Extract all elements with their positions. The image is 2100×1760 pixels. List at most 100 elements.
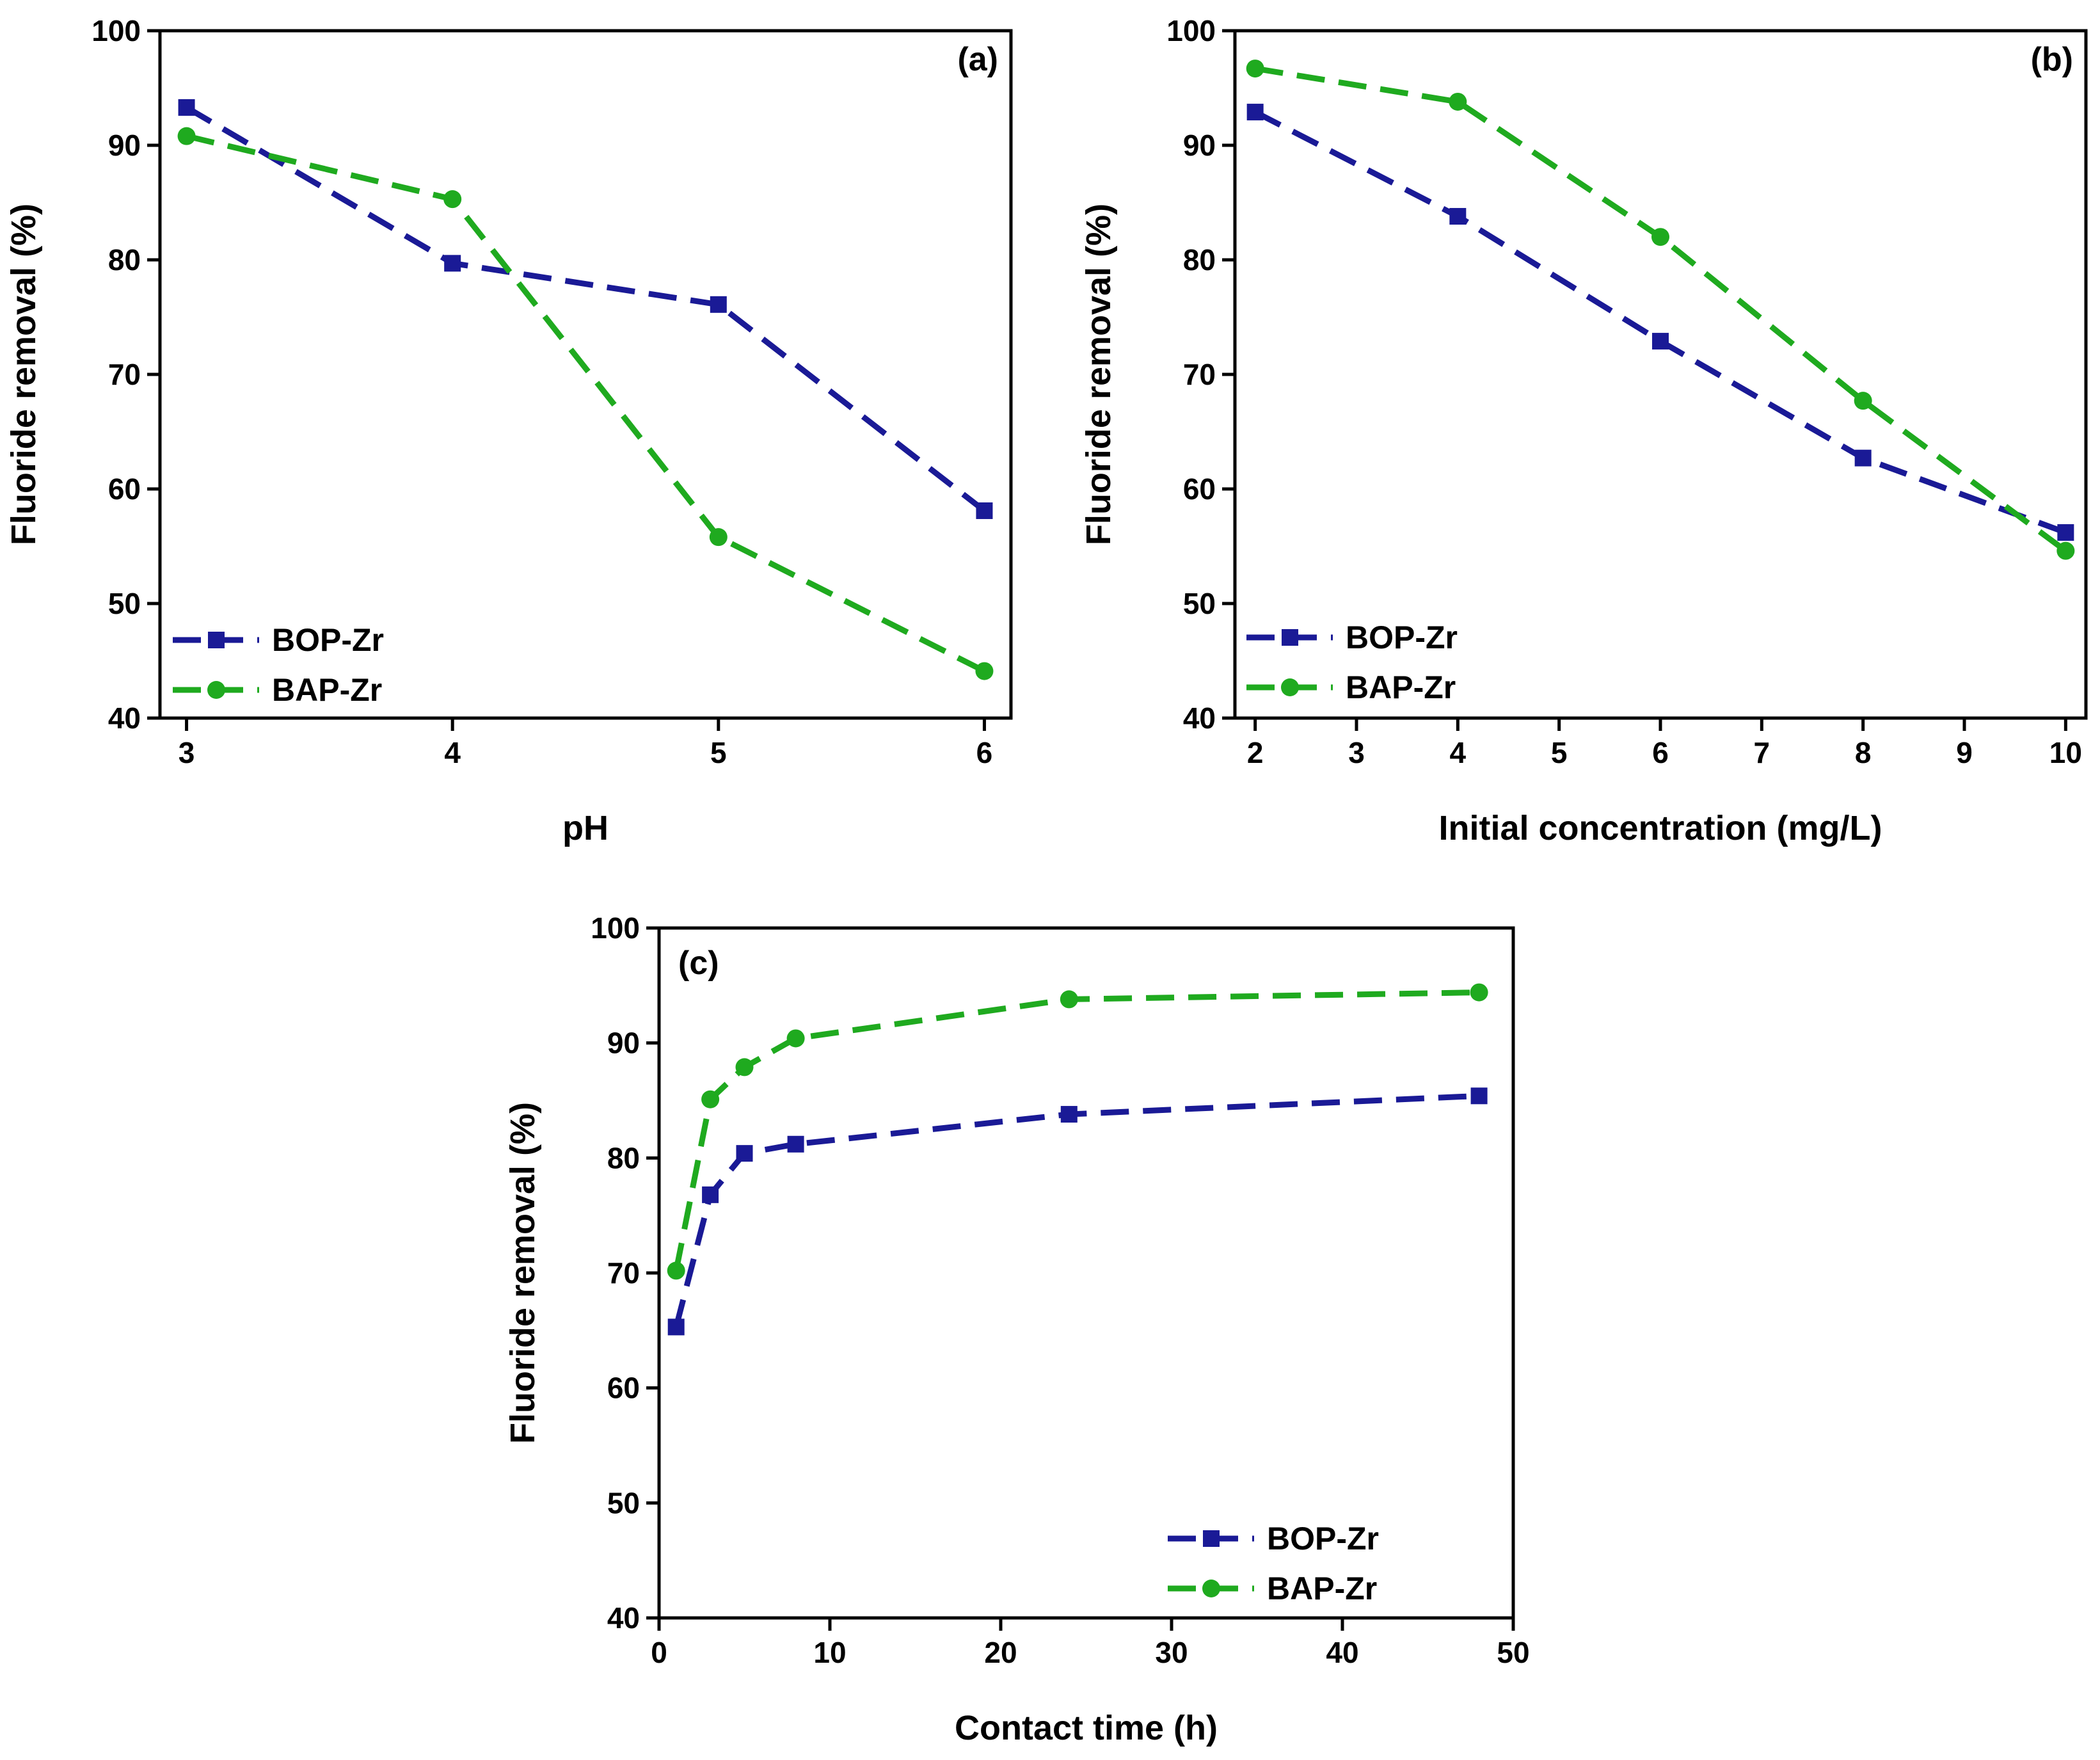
series-line-bap-zr [186,133,986,674]
data-point-bap-zr [1449,92,1467,111]
plot-frame [158,29,1013,720]
data-point-bap-zr [1470,983,1488,1002]
x-tick-label: 30 [1155,1636,1188,1669]
data-point-bap-zr [735,1058,754,1076]
x-tick-label: 4 [444,736,461,769]
data-point-bop-zr [736,1145,753,1162]
y-tick-label: 70 [108,358,141,391]
y-tick-label: 80 [108,243,141,276]
x-tick-label: 4 [1450,736,1467,769]
legend-label-bop-zr: BOP-Zr [1346,620,1458,655]
legend-marker-bap-zr [1281,678,1299,696]
y-tick-label: 40 [108,701,141,735]
chart-panel-c: 40 50 60 70 80 90 100 0 10 20 30 40 50 Contact time (… [504,911,1530,1747]
data-point-bop-zr [667,1318,685,1336]
panel-label: (b) [2031,41,2073,78]
data-point-bap-zr [786,1029,805,1048]
y-axis-title: Fluoride removal (%) [504,1102,542,1444]
data-point-bap-zr [701,1090,720,1108]
legend-marker-bap-zr [207,681,225,699]
x-tick-label: 7 [1754,736,1770,769]
data-point-bap-zr [1854,392,1872,410]
data-point-bap-zr [1651,228,1669,246]
x-axis-title: Contact time (h) [955,1709,1218,1747]
data-point-bop-zr [444,255,461,272]
y-axis-title: Fluoride removal (%) [1079,204,1118,545]
x-tick-label: 5 [710,736,727,769]
series-line-bap-zr [1254,65,2068,554]
data-point-bop-zr [1854,449,1872,467]
data-point-bop-zr [1470,1087,1488,1105]
y-axis-title: Fluoride removal (%) [4,204,43,545]
y-tick-label: 70 [1183,358,1216,391]
x-axis-title: pH [562,809,609,847]
data-point-bop-zr [1449,207,1467,225]
data-point-bop-zr [710,296,727,313]
x-tick-label: 10 [813,1636,846,1669]
x-tick-label: 6 [976,736,993,769]
data-point-bap-zr [1246,60,1264,78]
y-tick-label: 100 [91,14,141,47]
data-point-bap-zr [709,528,728,547]
x-tick-label: 50 [1497,1636,1529,1669]
data-point-bop-zr [1060,1106,1078,1123]
plot-frame [1233,29,2088,720]
data-point-bop-zr [976,502,993,520]
y-tick-label: 60 [607,1372,640,1405]
data-point-bap-zr [443,190,462,209]
y-tick-label: 100 [591,911,640,945]
x-tick-label: 20 [984,1636,1017,1669]
data-point-bap-zr [2056,541,2075,560]
y-tick-label: 70 [607,1256,640,1290]
x-axis-title: Initial concentration (mg/L) [1438,809,1882,847]
y-tick-label: 50 [607,1486,640,1519]
legend-label-bap-zr: BAP-Zr [1346,669,1456,705]
y-tick-label: 40 [1183,701,1216,735]
x-tick-label: 3 [179,736,195,769]
series-line-bop-zr [673,1092,1479,1328]
series-line-bop-zr [1253,109,2067,536]
y-tick-label: 90 [1183,129,1216,162]
chart-panel-a: 40 50 60 70 80 90 100 3 4 5 6 pH Fluoride removal (%… [4,14,1013,847]
data-point-bap-zr [1060,990,1078,1009]
y-tick-label: 80 [607,1141,640,1174]
x-tick-label: 6 [1652,736,1669,769]
x-tick-label: 40 [1326,1636,1358,1669]
data-point-bop-zr [2057,524,2074,541]
series-line-bap-zr [673,989,1479,1272]
y-tick-label: 90 [607,1027,640,1060]
legend-label-bop-zr: BOP-Zr [272,622,384,658]
data-point-bop-zr [1652,333,1669,350]
panel-label: (a) [957,41,998,78]
data-point-bap-zr [975,662,994,680]
x-tick-label: 9 [1956,736,1973,769]
x-tick-label: 5 [1551,736,1568,769]
y-tick-label: 80 [1183,243,1216,276]
data-point-bap-zr [177,127,196,145]
series-line-bop-zr [185,105,987,513]
y-tick-label: 100 [1166,14,1216,47]
legend-marker-bap-zr [1202,1580,1220,1597]
legend-marker-bop-zr [1282,629,1298,646]
y-tick-label: 40 [607,1601,640,1635]
legend-marker-bop-zr [1203,1530,1220,1547]
x-tick-label: 2 [1247,736,1264,769]
x-tick-label: 0 [651,1636,667,1669]
x-tick-label: 10 [2049,736,2082,769]
y-tick-label: 60 [1183,472,1216,506]
y-tick-label: 50 [1183,587,1216,620]
data-point-bop-zr [1246,104,1264,121]
y-tick-label: 90 [108,129,141,162]
panel-label: (c) [678,945,719,982]
data-point-bop-zr [787,1135,804,1153]
legend-label-bap-zr: BAP-Zr [1267,1571,1377,1606]
plot-frame [657,926,1515,1620]
chart-panel-b: 40 50 60 70 80 90 100 2 3 4 5 6 7 8 9 10 Initial concent… [1079,14,2088,847]
data-point-bop-zr [178,99,195,116]
y-tick-label: 60 [108,472,141,506]
x-tick-label: 3 [1348,736,1365,769]
data-point-bap-zr [667,1261,685,1280]
legend-label-bap-zr: BAP-Zr [272,672,382,708]
y-tick-label: 50 [108,587,141,620]
